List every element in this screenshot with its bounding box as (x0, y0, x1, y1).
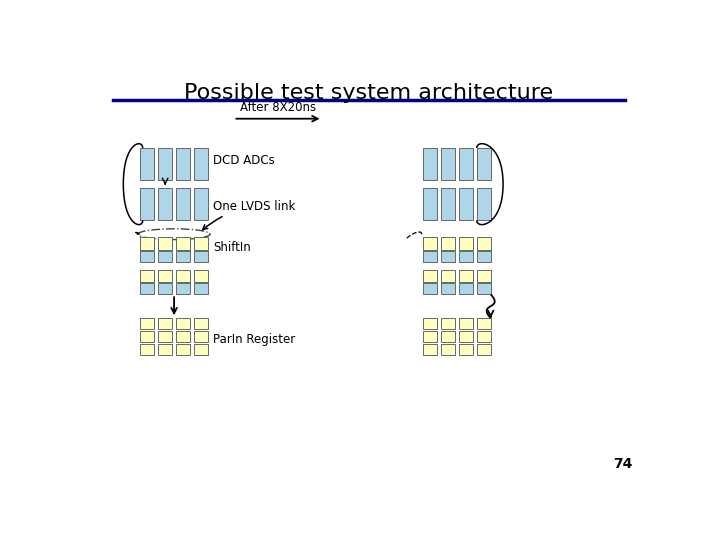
Bar (194, 237, 208, 249)
Bar (423, 318, 437, 329)
Bar (441, 251, 455, 262)
Bar (158, 148, 172, 180)
Bar (459, 188, 473, 220)
Text: After 8X20ns: After 8X20ns (240, 101, 316, 114)
Bar (477, 237, 490, 249)
Text: ParIn Register: ParIn Register (213, 333, 295, 346)
Bar (140, 331, 154, 342)
Bar (477, 251, 490, 262)
Bar (441, 148, 455, 180)
Bar (140, 188, 154, 220)
Bar (441, 269, 455, 282)
Bar (140, 284, 154, 294)
Bar (176, 269, 190, 282)
Bar (176, 188, 190, 220)
Bar (194, 284, 208, 294)
Bar (140, 251, 154, 262)
Bar (194, 331, 208, 342)
Bar (459, 251, 473, 262)
Bar (194, 269, 208, 282)
Bar (140, 237, 154, 249)
Bar (176, 345, 190, 355)
Bar (441, 331, 455, 342)
Bar (158, 331, 172, 342)
Bar (477, 345, 490, 355)
Bar (158, 237, 172, 249)
Bar (423, 345, 437, 355)
Text: ShiftIn: ShiftIn (213, 241, 251, 254)
Bar (158, 318, 172, 329)
Bar (176, 318, 190, 329)
Bar (194, 148, 208, 180)
Bar (441, 318, 455, 329)
Bar (176, 331, 190, 342)
Bar (194, 318, 208, 329)
Bar (477, 188, 490, 220)
Bar (477, 284, 490, 294)
Bar (140, 318, 154, 329)
Bar (194, 345, 208, 355)
Bar (459, 331, 473, 342)
Bar (441, 345, 455, 355)
Bar (477, 148, 490, 180)
Bar (158, 345, 172, 355)
Bar (423, 269, 437, 282)
Bar (176, 237, 190, 249)
Bar (140, 345, 154, 355)
Bar (477, 331, 490, 342)
Bar (423, 251, 437, 262)
Bar (459, 345, 473, 355)
Bar (441, 237, 455, 249)
Bar (423, 148, 437, 180)
Bar (176, 251, 190, 262)
Bar (176, 284, 190, 294)
Bar (194, 188, 208, 220)
Bar (459, 148, 473, 180)
Bar (158, 269, 172, 282)
Bar (423, 237, 437, 249)
Bar (176, 148, 190, 180)
Bar (194, 251, 208, 262)
Bar (459, 318, 473, 329)
Bar (441, 284, 455, 294)
Bar (423, 284, 437, 294)
Text: DCD ADCs: DCD ADCs (213, 154, 275, 167)
Text: One LVDS link: One LVDS link (202, 200, 296, 230)
Bar (158, 251, 172, 262)
Bar (441, 188, 455, 220)
Bar (459, 237, 473, 249)
Bar (158, 188, 172, 220)
Bar (459, 284, 473, 294)
Bar (140, 148, 154, 180)
Bar (477, 269, 490, 282)
Bar (423, 331, 437, 342)
Bar (140, 269, 154, 282)
Text: 74: 74 (613, 457, 632, 471)
Bar (459, 269, 473, 282)
Bar (477, 318, 490, 329)
Bar (423, 188, 437, 220)
Text: Possible test system architecture: Possible test system architecture (184, 83, 554, 103)
Bar (158, 284, 172, 294)
